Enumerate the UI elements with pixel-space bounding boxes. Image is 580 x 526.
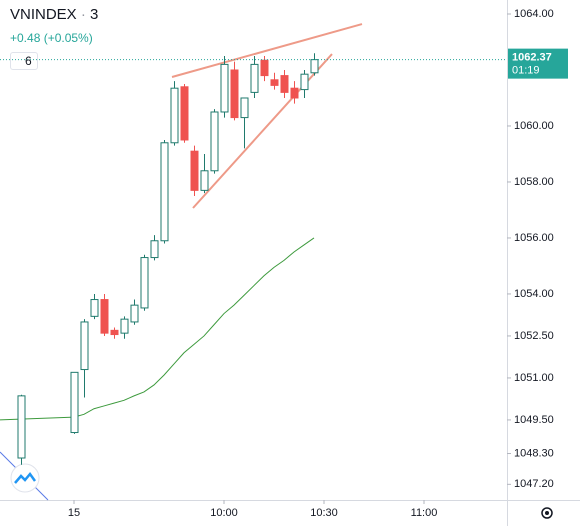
candle-body (200, 170, 209, 191)
candle-body (240, 97, 249, 119)
candle-body (260, 59, 269, 77)
candle-body (210, 111, 219, 172)
candle (140, 254, 149, 311)
y-tick-label: 1049.50 (514, 414, 554, 426)
candle (280, 69, 289, 98)
candle-body (280, 75, 289, 93)
candle (250, 55, 259, 98)
candle-body (140, 257, 149, 309)
y-tick-label: 1052.50 (514, 330, 554, 342)
y-tick-label: 1064.00 (514, 8, 554, 20)
x-tick-label: 15 (68, 507, 80, 519)
candle (220, 55, 229, 118)
candle-body (110, 329, 119, 336)
candle-body (290, 87, 299, 99)
indicator-toggle[interactable]: 6 (10, 52, 38, 70)
last-price-tag (508, 48, 568, 79)
candle (160, 139, 169, 244)
trend-line (171, 23, 363, 78)
candle (90, 293, 99, 320)
candle (230, 61, 239, 121)
y-tick-label: 1054.00 (514, 288, 554, 300)
x-tick-label: 10:30 (310, 507, 338, 519)
candle-body (90, 299, 99, 317)
candle (110, 327, 119, 339)
candle-body (150, 240, 159, 259)
candle (170, 81, 179, 146)
countdown-label: 01:19 (512, 65, 540, 77)
candle-body (220, 63, 229, 113)
candle-body (180, 86, 189, 141)
logo-icon (14, 471, 37, 484)
candle (290, 81, 299, 104)
candle (200, 153, 209, 194)
candle-body (230, 69, 239, 119)
x-tick-label: 11:00 (411, 507, 438, 519)
candle-body (250, 63, 259, 93)
candle-body (310, 59, 319, 74)
candle (260, 55, 269, 82)
logo-badge[interactable] (10, 463, 40, 493)
y-tick-label: 1048.30 (514, 447, 554, 459)
candle-body (270, 79, 279, 86)
candle (210, 109, 219, 174)
settings-icon[interactable] (541, 507, 553, 519)
price-change: +0.48 (+0.05%) (10, 31, 93, 45)
y-tick-label: 1056.00 (514, 232, 554, 244)
candle (180, 83, 189, 143)
x-tick-label: 10:00 (210, 507, 238, 519)
candle (310, 53, 319, 76)
candle-body (130, 304, 139, 323)
candle (120, 316, 129, 339)
y-tick-label: 1060.00 (514, 120, 554, 132)
candle-body (70, 371, 79, 434)
candle-body (120, 318, 129, 334)
candle (17, 394, 26, 465)
candle-body (100, 299, 109, 334)
y-tick-label: 1047.20 (514, 478, 554, 490)
trend-line (192, 53, 333, 209)
candle (270, 72, 279, 90)
candle-body (170, 87, 179, 144)
interval: 3 (90, 6, 99, 23)
candle-body (190, 150, 199, 191)
candle (130, 299, 139, 325)
symbol: VNINDEX (10, 6, 77, 23)
candle-body (80, 321, 89, 371)
candle-body (160, 142, 169, 242)
candle (100, 293, 109, 336)
y-tick-label: 1051.00 (514, 372, 554, 384)
symbol-line: VNINDEX · 3 (10, 6, 99, 23)
candle (150, 235, 159, 261)
candle (240, 97, 249, 149)
last-price-label: 1062.37 (512, 52, 552, 64)
moving-average (0, 237, 315, 421)
candle (300, 69, 309, 98)
candle (80, 319, 89, 398)
candle-body (17, 395, 26, 459)
candle-body (300, 73, 309, 91)
y-tick-label: 1058.00 (514, 176, 554, 188)
candle (190, 145, 199, 196)
candle (70, 371, 79, 434)
